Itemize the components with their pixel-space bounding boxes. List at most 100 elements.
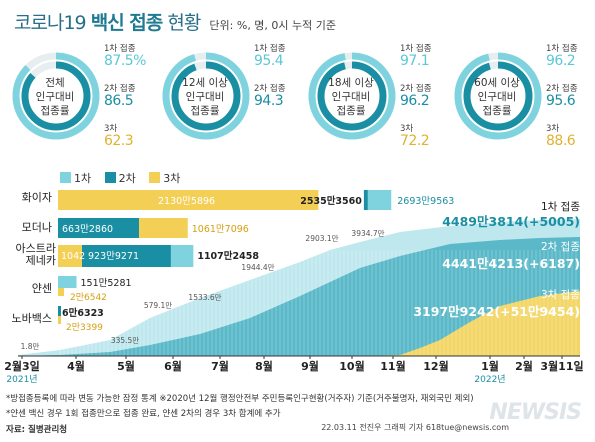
dose1-value: 87.5% bbox=[104, 53, 146, 69]
bar-janssen-dose3 bbox=[58, 288, 64, 296]
vaccine-label-text: 아스트라 제네카 bbox=[15, 242, 56, 267]
vaccine-label-novavax: 노바백스 bbox=[11, 312, 52, 325]
legend-swatch bbox=[149, 172, 161, 183]
legend-item-dose2: 2차 bbox=[104, 172, 136, 185]
year-label-2021: 2021년 bbox=[6, 374, 37, 385]
area-annotation: 3934.7만 bbox=[351, 229, 384, 238]
page-title: 코로나19 백신 접종 현황 단위: %, 명, 0시 누적 기준 bbox=[14, 8, 336, 35]
dose2-label: 2차 접종 bbox=[400, 84, 432, 94]
source-note: 자료: 질병관리청 bbox=[6, 425, 68, 435]
dose1-label: 1차 접종 bbox=[400, 44, 432, 54]
donut-arc-dose1 bbox=[308, 52, 396, 140]
newsis-watermark: NEWSIS bbox=[489, 400, 582, 425]
donut-label-line: 접종률 bbox=[336, 105, 366, 117]
bar-pfizer-dose2 bbox=[363, 190, 368, 210]
title-part3: 현황 bbox=[167, 12, 201, 34]
footnote-1: *방접종등록에 따라 변동 가능한 잠정 통계 ※2020년 12월 행정안전부… bbox=[6, 394, 474, 404]
donut-label-line: 인구대비 bbox=[331, 91, 371, 103]
legend-text: 1차 bbox=[74, 172, 92, 185]
dose2-value: 95.6 bbox=[546, 93, 576, 109]
x-tick-label: 7월 bbox=[211, 359, 229, 373]
bar-novavax-dose1 bbox=[58, 306, 61, 316]
area-dose2 bbox=[18, 237, 580, 356]
donut-ring-60plus bbox=[454, 52, 542, 140]
x-tick-label: 9월 bbox=[301, 359, 319, 373]
donut-label-total: 전체 인구대비 접종률 bbox=[10, 76, 100, 118]
donut-ring-12plus bbox=[162, 52, 250, 140]
donut-total: 전체 인구대비 접종률 1차 접종 87.5% 2차 접종 86.5 3차 62… bbox=[10, 42, 152, 160]
vaccine-label-pfizer: 화이자 bbox=[21, 191, 52, 204]
total-dose1-label: 1차 접종 bbox=[541, 201, 580, 213]
donut-arc-dose2 bbox=[317, 61, 387, 131]
bar-label-janssen-dose3: 2만6542 bbox=[70, 292, 107, 303]
dose1-label: 1차 접종 bbox=[546, 44, 578, 54]
donut-label-line: 18세 이상 bbox=[328, 77, 374, 89]
donut-label-line: 전체 bbox=[45, 77, 65, 89]
dose3-label: 3차 bbox=[546, 124, 560, 134]
bar-label-novavax-dose3: 2만3399 bbox=[66, 322, 103, 333]
bar-janssen-dose1 bbox=[58, 276, 77, 288]
donut-arc-dose2 bbox=[171, 61, 241, 131]
dose2-label: 2차 접종 bbox=[254, 84, 286, 94]
area-dose3 bbox=[18, 291, 580, 356]
year-label-2022: 2022년 bbox=[474, 374, 505, 385]
donut-label-line: 인구대비 bbox=[35, 91, 75, 103]
title-part2: 백신 접종 bbox=[90, 12, 164, 34]
vaccine-label-moderna: 모더나 bbox=[21, 221, 52, 234]
x-tick-label: 3월11일 bbox=[540, 359, 583, 373]
area-annotation: 335.5만 bbox=[111, 336, 139, 345]
bar-pfizer-dose1 bbox=[367, 190, 392, 210]
bar-label-janssen-dose1: 151만5281 bbox=[81, 278, 132, 289]
x-tick-label: 8월 bbox=[255, 359, 273, 373]
donut-arc-dose1 bbox=[454, 52, 542, 140]
bar-label-moderna-dose3: 1061만7096 bbox=[192, 224, 249, 235]
dose3-label: 3차 bbox=[400, 124, 414, 134]
vaccine-label-astrazeneca: 아스트라 제네카 bbox=[2, 243, 56, 267]
dose1-value: 97.1 bbox=[400, 53, 430, 69]
area-annotation: 1.8만 bbox=[21, 342, 40, 351]
bar-astrazeneca-dose3 bbox=[58, 245, 82, 267]
bar-label-moderna-dose2: 663만2860 bbox=[62, 224, 113, 235]
bar-moderna-dose3 bbox=[139, 218, 188, 238]
legend-swatch bbox=[104, 172, 116, 183]
legend-swatch bbox=[60, 172, 71, 183]
dose3-label: 3차 bbox=[104, 124, 118, 134]
bar-astrazeneca-dose2 bbox=[82, 245, 171, 267]
dose1-label: 1차 접종 bbox=[254, 44, 286, 54]
donut-arc-dose2 bbox=[463, 61, 533, 131]
x-tick-label: 5월 bbox=[117, 359, 135, 373]
donut-label-line: 접종률 bbox=[482, 105, 512, 117]
donut-label-18plus: 18세 이상 인구대비 접종률 bbox=[306, 76, 396, 118]
donut-18plus: 18세 이상 인구대비 접종률 1차 접종 97.1 2차 접종 96.2 3차… bbox=[306, 42, 448, 160]
donut-label-line: 접종률 bbox=[190, 105, 220, 117]
bar-novavax-dose3 bbox=[58, 316, 61, 324]
dose2-value: 86.5 bbox=[104, 93, 134, 109]
title-part1: 코로나19 bbox=[14, 12, 87, 34]
donut-arc-dose2 bbox=[21, 61, 91, 131]
total-dose2-value: 4441만4213(+6187) bbox=[442, 256, 580, 271]
bar-label-pfizer-dose2: 2535만3560 bbox=[300, 195, 362, 207]
legend-text: 2차 bbox=[118, 172, 136, 185]
bar-label-astrazeneca-dose2: 923만9271 bbox=[88, 251, 139, 262]
x-tick-label: 4월 bbox=[67, 359, 85, 373]
x-tick-label: 2월3일 bbox=[4, 359, 40, 373]
area-annotation: 1533.6만 bbox=[188, 293, 221, 302]
donut-arc-dose1 bbox=[12, 52, 100, 140]
x-tick-label: 6월 bbox=[164, 359, 182, 373]
footnote-2: *얀센 백신 경우 1회 접종만으로 접종 완료, 얀센 2차의 경우 3차 합… bbox=[6, 409, 281, 419]
bar-label-astrazeneca-dose1: 1107만2458 bbox=[197, 250, 259, 262]
legend: 1차 2차 3차 bbox=[60, 170, 190, 186]
dose1-label: 1차 접종 bbox=[104, 44, 136, 54]
area-annotation: 579.1만 bbox=[144, 301, 172, 310]
donut-arc-dose1 bbox=[162, 52, 250, 140]
total-dose3-label: 3차 접종 bbox=[541, 289, 580, 301]
dose2-value: 96.2 bbox=[400, 93, 430, 109]
donut-ring-18plus bbox=[308, 52, 396, 140]
area-annotation: 1944.4만 bbox=[241, 263, 274, 272]
credit: 22.03.11 전진우 그래픽 기자 618tue@newsis.com bbox=[321, 423, 509, 432]
x-tick-label: 11월 bbox=[380, 359, 405, 373]
total-dose2-label: 2차 접종 bbox=[541, 241, 580, 253]
dose3-value: 72.2 bbox=[400, 133, 430, 149]
unit-note: 단위: %, 명, 0시 누적 기준 bbox=[209, 19, 337, 32]
